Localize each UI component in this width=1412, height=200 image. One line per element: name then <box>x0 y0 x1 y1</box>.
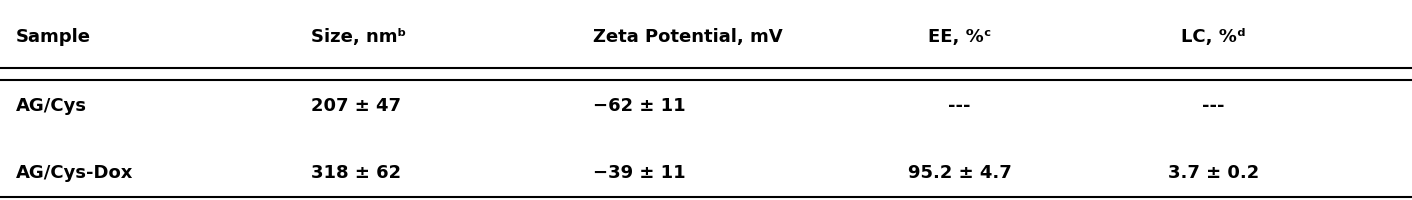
Text: AG/Cys-Dox: AG/Cys-Dox <box>16 164 133 182</box>
Text: ---: --- <box>949 97 971 115</box>
Text: LC, %ᵈ: LC, %ᵈ <box>1180 28 1245 46</box>
Text: AG/Cys: AG/Cys <box>16 97 86 115</box>
Text: 318 ± 62: 318 ± 62 <box>312 164 401 182</box>
Text: Sample: Sample <box>16 28 90 46</box>
Text: 3.7 ± 0.2: 3.7 ± 0.2 <box>1168 164 1260 182</box>
Text: Size, nmᵇ: Size, nmᵇ <box>312 28 407 46</box>
Text: −39 ± 11: −39 ± 11 <box>593 164 686 182</box>
Text: 207 ± 47: 207 ± 47 <box>312 97 401 115</box>
Text: 95.2 ± 4.7: 95.2 ± 4.7 <box>908 164 1011 182</box>
Text: −62 ± 11: −62 ± 11 <box>593 97 686 115</box>
Text: Zeta Potential, mV: Zeta Potential, mV <box>593 28 782 46</box>
Text: ---: --- <box>1202 97 1224 115</box>
Text: EE, %ᶜ: EE, %ᶜ <box>928 28 991 46</box>
